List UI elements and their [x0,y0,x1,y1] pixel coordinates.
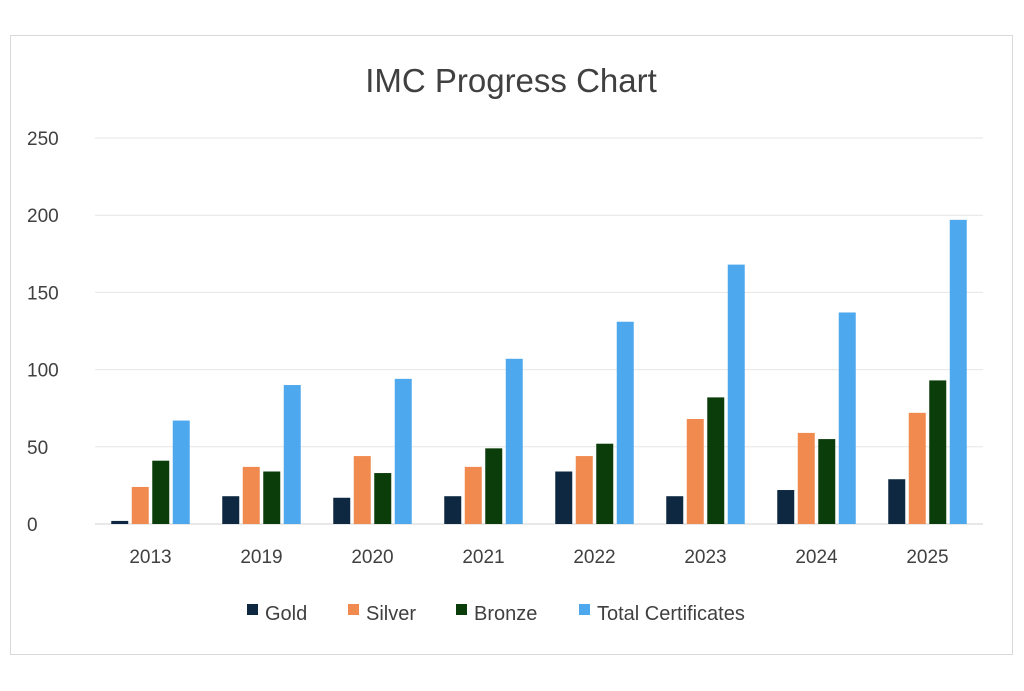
bar-total-certificates-2021 [505,358,523,524]
y-tick-label: 150 [27,283,59,304]
x-tick-label: 2023 [684,547,726,568]
y-tick-label: 0 [27,515,38,536]
bar-total-certificates-2025 [949,219,967,524]
bar-bronze-2025 [929,380,947,524]
bar-gold-2020 [333,497,351,524]
bars [111,219,967,524]
y-tick-label: 50 [27,438,48,459]
x-tick-label: 2024 [795,547,838,568]
x-tick-label: 2019 [240,547,282,568]
bar-gold-2025 [888,479,906,524]
bar-silver-2025 [908,412,926,524]
bar-gold-2019 [222,496,240,524]
legend-label: Gold [265,603,307,625]
legend-swatch-total-certificates [579,604,590,615]
x-axis-ticks: 2013 2019 2020 2021 2022 2023 2024 2025 [129,547,948,568]
bar-silver-2021 [464,466,482,524]
x-tick-label: 2020 [351,547,393,568]
bar-silver-2022 [575,456,593,524]
bar-gold-2022 [555,471,573,524]
bar-silver-2023 [686,419,704,524]
bar-silver-2020 [353,456,371,524]
bar-silver-2019 [242,466,260,524]
chart-title: IMC Progress Chart [365,62,657,99]
legend-swatch-gold [247,604,258,615]
bar-total-certificates-2024 [838,312,856,524]
bar-bronze-2013 [152,460,170,524]
y-tick-label: 200 [27,206,59,227]
bar-gold-2024 [777,490,795,524]
legend-label: Silver [366,603,416,625]
bar-bronze-2019 [263,471,281,524]
x-tick-label: 2022 [573,547,615,568]
legend-swatch-silver [348,604,359,615]
legend-label: Bronze [474,603,537,625]
bar-bronze-2021 [485,448,503,524]
x-tick-label: 2025 [906,547,948,568]
bar-total-certificates-2019 [283,385,301,524]
bar-bronze-2024 [818,439,836,524]
bar-total-certificates-2023 [727,264,745,524]
bar-silver-2024 [797,432,815,524]
bar-bronze-2020 [374,473,392,524]
bar-gold-2023 [666,496,684,524]
legend-label: Total Certificates [597,603,745,625]
x-tick-label: 2021 [462,547,504,568]
bar-total-certificates-2013 [172,420,190,524]
bar-bronze-2022 [596,443,614,524]
bar-bronze-2023 [707,397,725,524]
legend-swatch-bronze [456,604,467,615]
x-tick-label: 2013 [129,547,171,568]
y-tick-label: 100 [27,361,59,382]
bar-gold-2021 [444,496,462,524]
y-axis-ticks: 0 50 100 150 200 250 [27,129,59,536]
y-tick-label: 250 [27,129,59,150]
bar-total-certificates-2020 [394,378,412,524]
legend: Gold Silver Bronze Total Certificates [247,603,745,625]
bar-silver-2013 [131,486,149,524]
bar-gold-2013 [111,520,129,524]
bar-total-certificates-2022 [616,321,634,524]
